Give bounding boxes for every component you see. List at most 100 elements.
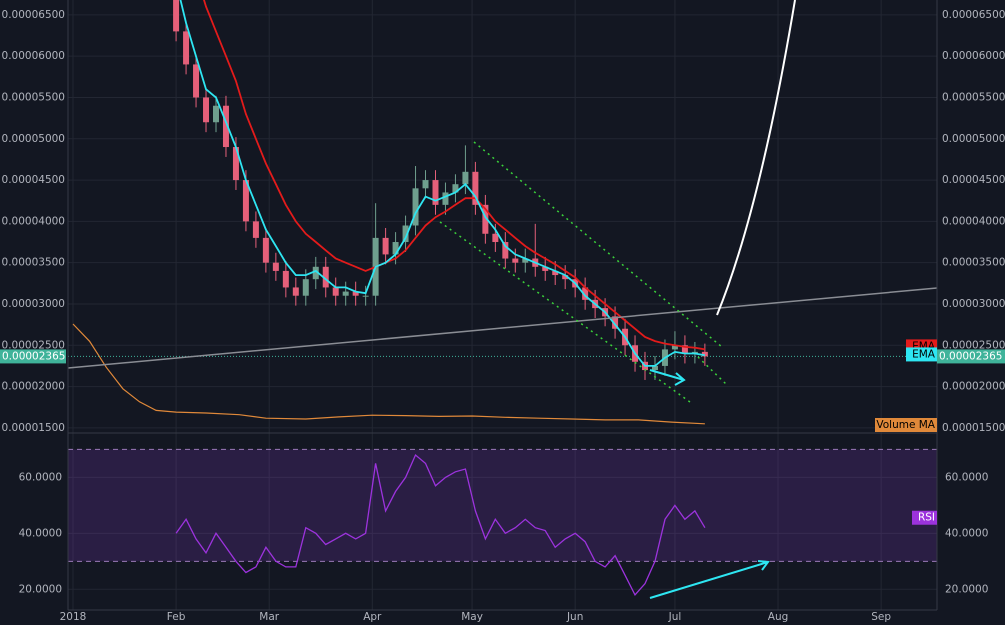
y-tick-label: 0.00001500 [942, 422, 1005, 434]
candle-body [382, 237, 389, 255]
candle-body [412, 188, 419, 226]
x-tick-label: Jun [566, 611, 583, 623]
candle-body [173, 0, 180, 32]
y-tick-label: 0.00003500 [2, 257, 65, 269]
last-price-label-bg [937, 349, 1005, 364]
candle-body [442, 192, 449, 205]
y-tick-label: 0.00005000 [942, 133, 1005, 145]
rsi-tag-bg [912, 510, 937, 525]
rsi-tick-label: 20.0000 [19, 583, 62, 595]
ema-line [203, 0, 706, 351]
drawings [68, 0, 937, 403]
y-tick-label: 0.00006500 [942, 9, 1005, 21]
candle-body [312, 266, 319, 280]
candle-body [212, 105, 219, 123]
x-tick-label: Apr [363, 611, 382, 623]
candle-body [482, 204, 489, 234]
y-tick-label: 0.00006000 [2, 50, 65, 62]
candle-body [302, 279, 309, 296]
candle-body [562, 275, 569, 280]
candle-body [472, 171, 479, 205]
x-tick-label: Mar [259, 611, 279, 623]
y-tick-label: 0.00003000 [2, 298, 65, 310]
candle-body [332, 287, 339, 296]
candle-body [222, 105, 229, 148]
rsi-tick-label: 20.0000 [945, 583, 988, 595]
rsi-tick-label: 40.0000 [19, 527, 62, 539]
candle-body [352, 291, 359, 296]
candle-body [183, 31, 190, 65]
candle-body [203, 97, 210, 123]
y-tick-label: 0.00002000 [942, 381, 1005, 393]
volume-ma-tag-bg [875, 418, 937, 432]
candle-body [681, 345, 688, 354]
trend-line [68, 287, 937, 369]
y-tick-label: 0.00004500 [942, 174, 1005, 186]
rsi-tick-label: 60.0000 [945, 471, 988, 483]
x-tick-label: May [461, 611, 483, 623]
rsi-line [175, 453, 706, 597]
y-tick-label: 0.00004000 [2, 215, 65, 227]
volume-ma-tag: Volume MA [876, 419, 935, 431]
y-tick-label: 0.00005000 [2, 133, 65, 145]
projection-curve [716, 0, 796, 316]
ema-tag-bg [906, 347, 937, 362]
candle-body [322, 266, 329, 288]
labels: 2018 Feb Mar Apr May Jun Jul Aug Sep 0.00001500 0.… [0, 9, 1005, 623]
last-price-label: 0.00002365 [939, 350, 1002, 362]
rsi-tick-label: 40.0000 [945, 527, 988, 539]
candle-body [292, 287, 299, 296]
candle-body [242, 180, 249, 222]
y-tick-label: 0.00006000 [942, 50, 1005, 62]
candle-body [272, 262, 279, 271]
candle-body [512, 258, 519, 263]
candle-body [262, 237, 269, 263]
candle-body [671, 345, 678, 350]
candle-body [362, 295, 369, 297]
x-tick-label: Jul [668, 611, 682, 623]
y-tick-label: 0.00005500 [942, 91, 1005, 103]
candle-body [232, 147, 239, 181]
y-tick-label: 0.00002500 [2, 339, 65, 351]
rsi-band [68, 449, 937, 562]
candle-body [542, 266, 549, 271]
candle-body [422, 180, 429, 189]
candle-body [502, 242, 509, 259]
candle-body [522, 258, 529, 263]
arrow [649, 369, 686, 386]
last-price-label: 0.00002365 [2, 350, 65, 362]
candle-body [392, 242, 399, 255]
y-tick-label: 0.00004000 [942, 215, 1005, 227]
candle-body [282, 270, 289, 288]
y-tick-label: 0.00002500 [942, 339, 1005, 351]
y-tick-label: 0.00006500 [2, 9, 65, 21]
y-tick-label: 0.00003000 [942, 298, 1005, 310]
candle-body [462, 171, 469, 185]
candle-body [492, 233, 499, 243]
rsi-tick-label: 60.0000 [19, 471, 62, 483]
candle-body [651, 365, 658, 371]
candle-body [612, 316, 619, 329]
ema-line [179, 0, 706, 367]
candle-body [552, 270, 559, 276]
x-tick-label: 2018 [60, 611, 87, 623]
rsi-tag: RSI [918, 512, 935, 524]
x-tick-label: Feb [167, 611, 186, 623]
x-tick-label: Sep [871, 611, 891, 623]
candle-body [582, 287, 589, 300]
y-tick-label: 0.00001500 [2, 422, 65, 434]
last-price-label-bg [0, 349, 66, 364]
y-tick-label: 0.00002000 [2, 381, 65, 393]
candle-body [252, 221, 259, 238]
ema-tag: EMA [912, 348, 936, 360]
y-tick-label: 0.00004500 [2, 174, 65, 186]
channel-line [697, 356, 727, 385]
x-tick-label: Aug [768, 611, 789, 623]
candle-body [452, 184, 459, 193]
candle-body [402, 225, 409, 243]
candle-body [432, 180, 439, 205]
price-pane [68, 0, 937, 425]
